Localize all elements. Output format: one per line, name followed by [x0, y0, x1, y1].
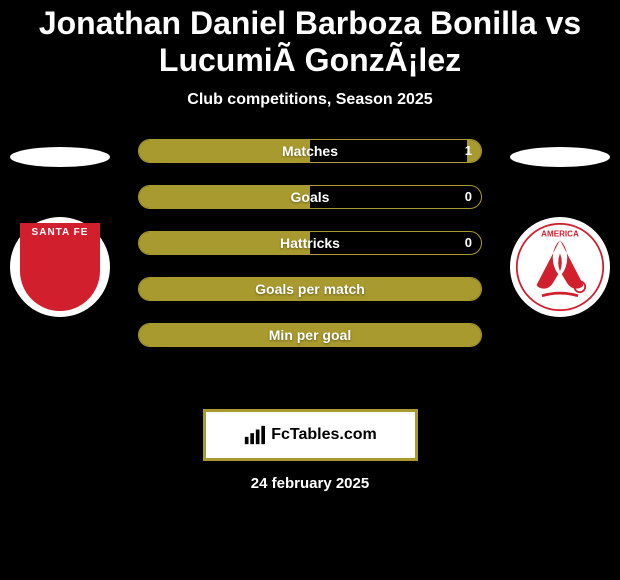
club-crest-right-svg: AMERICA: [515, 222, 605, 312]
player-left-column: SANTA FE: [5, 139, 115, 317]
subtitle: Club competitions, Season 2025: [0, 91, 620, 109]
stat-row: Goals0: [138, 185, 482, 209]
stat-row: Hattricks0: [138, 231, 482, 255]
club-crest-right: AMERICA: [510, 217, 610, 317]
player-right-ellipse: [510, 147, 610, 167]
stat-value-right: 0: [465, 185, 472, 209]
comparison-chart: SANTA FE AMERICA Matches1Goals0Hattricks…: [0, 139, 620, 399]
footer-date: 24 february 2025: [0, 475, 620, 492]
player-right-column: AMERICA: [505, 139, 615, 317]
brand-text: FcTables.com: [271, 426, 377, 444]
player-left-ellipse: [10, 147, 110, 167]
stat-bars: Matches1Goals0Hattricks0Goals per matchM…: [138, 139, 482, 369]
brand-box: FcTables.com: [203, 409, 418, 461]
page-title: Jonathan Daniel Barboza Bonilla vs Lucum…: [0, 0, 620, 79]
stat-bar-label: Goals: [138, 185, 482, 209]
stat-bar-label: Matches: [138, 139, 482, 163]
stat-bar-label: Min per goal: [138, 323, 482, 347]
stat-row: Goals per match: [138, 277, 482, 301]
stat-row: Min per goal: [138, 323, 482, 347]
club-crest-left: SANTA FE: [10, 217, 110, 317]
stat-value-right: 1: [465, 139, 472, 163]
stat-bar-label: Goals per match: [138, 277, 482, 301]
stat-bar-label: Hattricks: [138, 231, 482, 255]
bar-chart-icon: [243, 424, 265, 446]
club-crest-right-text: AMERICA: [541, 229, 579, 238]
stat-value-right: 0: [465, 231, 472, 255]
club-crest-left-shield: SANTA FE: [20, 223, 100, 311]
stat-row: Matches1: [138, 139, 482, 163]
club-crest-left-text: SANTA FE: [32, 227, 89, 238]
